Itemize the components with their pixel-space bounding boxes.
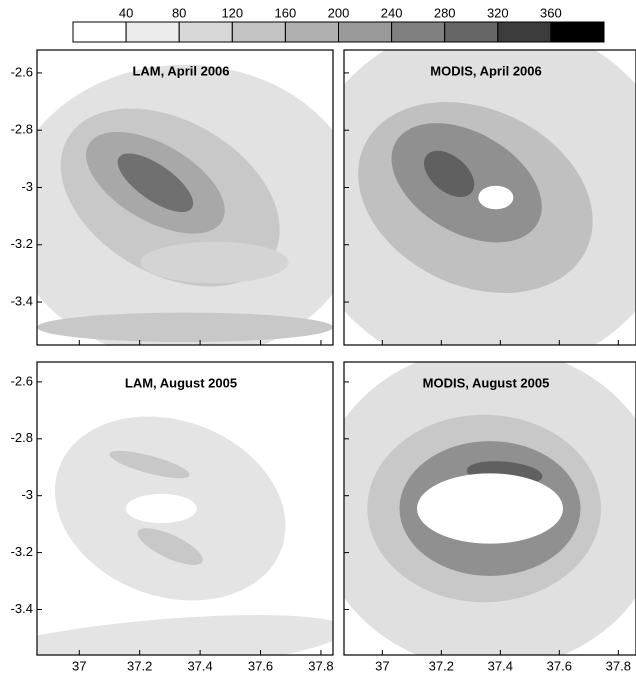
panel-title: LAM, April 2006 [132, 63, 229, 78]
colorbar-tick-label: 160 [275, 5, 297, 20]
y-tick-label: -2.6 [11, 373, 33, 388]
y-tick-label: -3.4 [11, 601, 33, 616]
colorbar-swatch [445, 22, 498, 42]
colorbar-swatch [126, 22, 179, 42]
colorbar-swatch [498, 22, 551, 42]
y-tick-label: -2.8 [11, 122, 33, 137]
colorbar-tick-label: 40 [119, 5, 133, 20]
contour-field [315, 347, 636, 669]
colorbar-tick-label: 80 [172, 5, 186, 20]
panel-title: MODIS, April 2006 [430, 63, 542, 78]
colorbar-swatch [232, 22, 285, 42]
colorbar-tick-label: 120 [221, 5, 243, 20]
contour-region [126, 494, 197, 523]
y-tick-label: -2.8 [11, 430, 33, 445]
colorbar-tick-label: 360 [540, 5, 562, 20]
x-tick-label: 37.6 [248, 658, 273, 673]
panel: LAM, April 2006 -2.6 -2.8 -3 -3.2 -3.4 [7, 50, 362, 360]
y-tick-label: -3.2 [11, 544, 33, 559]
x-tick-label: 37.4 [187, 658, 212, 673]
colorbar-swatch [73, 22, 126, 42]
colorbar-swatch [551, 22, 604, 42]
x-tick-label: 37.8 [308, 658, 333, 673]
figure: 40 80 120 160 200 240 280 320 360 LAM, April 2006… [0, 0, 636, 675]
contour-field [7, 65, 362, 360]
colorbar-tick-label: 280 [434, 5, 456, 20]
y-tick-label: -3.2 [11, 236, 33, 251]
x-tick-label: 37 [72, 658, 86, 673]
colorbar-swatch [179, 22, 232, 42]
y-tick-label: -2.6 [11, 64, 33, 79]
colorbar-swatch [339, 22, 392, 42]
contour-region [478, 186, 513, 210]
x-tick-label: 37.2 [127, 658, 152, 673]
x-tick-label: 37 [375, 658, 389, 673]
panel: MODIS, April 2006 [300, 21, 636, 375]
colorbar-tick-label: 320 [487, 5, 509, 20]
colorbar-tick-label: 240 [381, 5, 403, 20]
contour-region [37, 313, 333, 343]
x-tick-label: 37.4 [488, 658, 513, 673]
contour-region [141, 242, 289, 283]
x-tick-label: 37.6 [547, 658, 572, 673]
panel: LAM, August 2005 -2.6 -2.8 -3 -3.2 -3.4 37 37.2… [0, 362, 349, 675]
y-tick-label: -3.4 [11, 293, 33, 308]
contour-field [0, 385, 349, 675]
colorbar-swatch [285, 22, 338, 42]
y-tick-label: -3 [21, 179, 33, 194]
panel: MODIS, August 2005 37 37.2 37.4 37.6 37.8 [315, 347, 636, 673]
colorbar-tick-label: 200 [328, 5, 350, 20]
x-tick-label: 37.2 [429, 658, 454, 673]
contour-region [417, 473, 563, 543]
panel-title: MODIS, August 2005 [423, 375, 550, 390]
colorbar-swatch [392, 22, 445, 42]
contour-region [0, 603, 349, 675]
y-tick-label: -3 [21, 487, 33, 502]
panel-title: LAM, August 2005 [125, 375, 237, 390]
x-tick-label: 37.8 [606, 658, 631, 673]
